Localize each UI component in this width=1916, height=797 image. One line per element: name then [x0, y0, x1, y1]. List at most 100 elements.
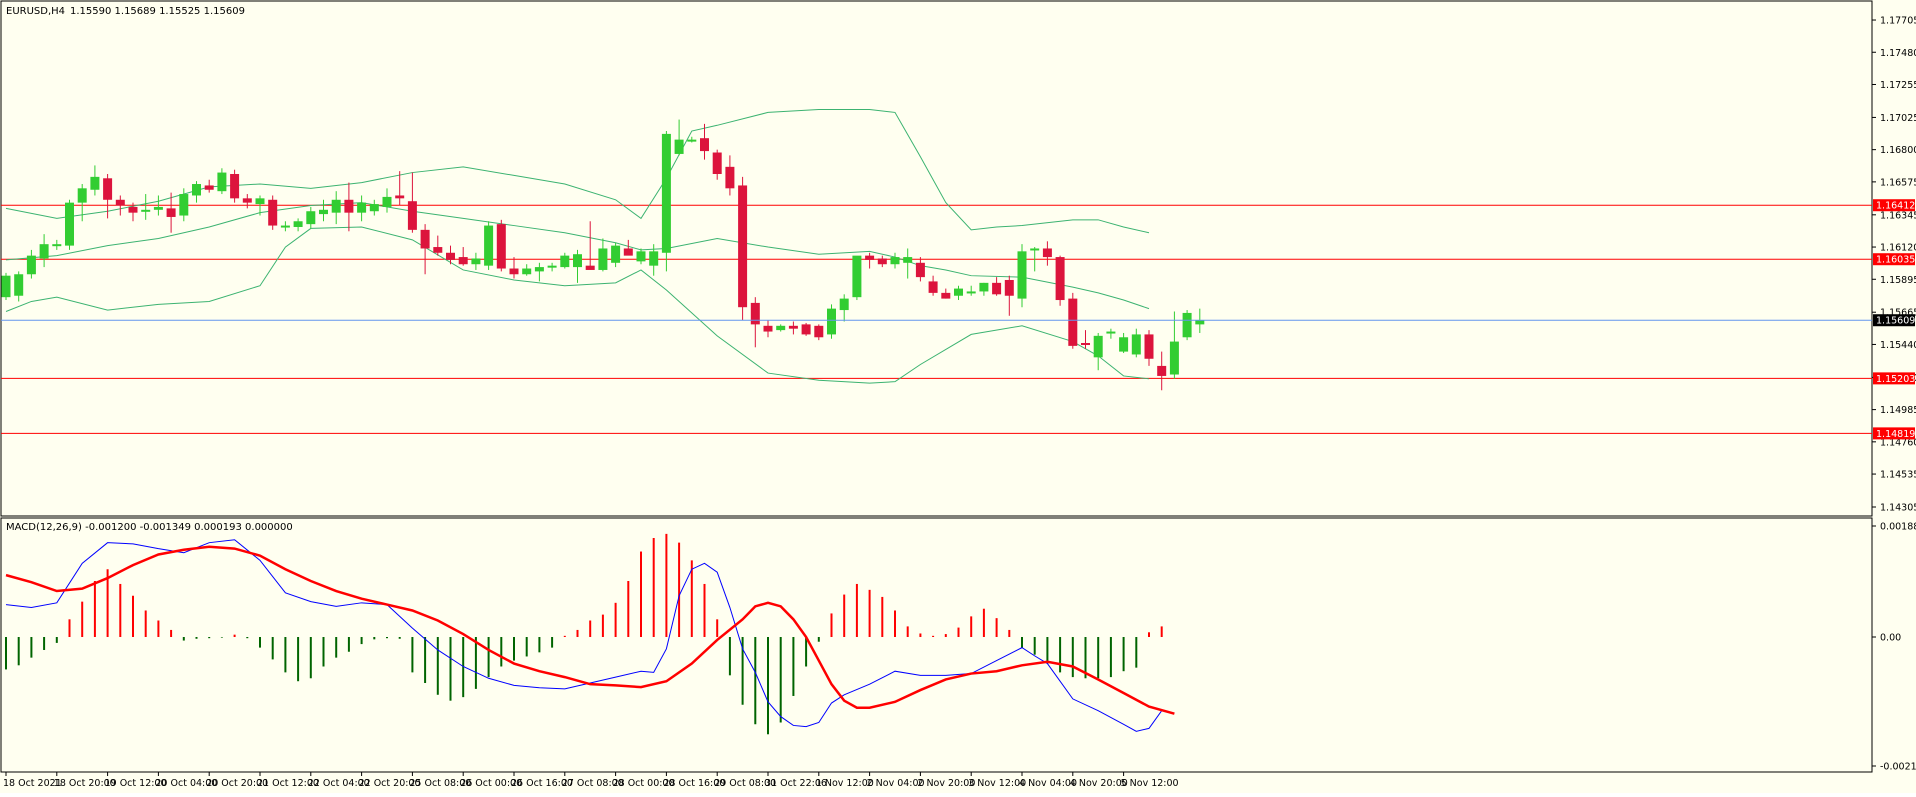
candle-body [877, 258, 887, 265]
time-tick-label: 22 Oct 04:00 [308, 778, 370, 789]
time-tick-label: 18 Oct 20:00 [54, 778, 116, 789]
time-tick-label: 4 Nov 04:00 [1019, 778, 1077, 789]
candle-body [496, 224, 506, 269]
candle-body [827, 308, 836, 335]
candle-body [395, 195, 405, 199]
candle-body [153, 206, 163, 210]
candle-body [954, 288, 963, 296]
time-tick-label: 5 Nov 12:00 [1121, 778, 1179, 789]
candle-body [65, 202, 74, 246]
time-tick-label: 22 Oct 20:00 [359, 778, 421, 789]
candle-body [547, 265, 557, 268]
price-tick-label: 1.17480 [1880, 48, 1916, 59]
time-tick-label: 25 Oct 08:00 [409, 778, 471, 789]
ohlc-label: 1.15590 1.15689 1.15525 1.15609 [70, 6, 245, 17]
candle-body [585, 265, 595, 270]
price-tick-label: 1.16345 [1880, 210, 1916, 221]
candle-body [1004, 279, 1014, 296]
candle-body [420, 229, 430, 249]
time-tick-label: 2 Nov 04:00 [867, 778, 925, 789]
candle-body [458, 257, 468, 265]
candle-body [471, 258, 481, 265]
candle-body [166, 208, 176, 217]
bid-label-bg [1873, 314, 1915, 327]
candle-body [1093, 335, 1103, 358]
candle-body [928, 281, 938, 293]
candle-body [598, 248, 608, 270]
time-tick-label: 26 Oct 00:00 [460, 778, 522, 789]
time-tick-label: 3 Nov 12:00 [968, 778, 1026, 789]
candle-body [103, 178, 113, 200]
macd-lines [5, 539, 1175, 732]
candle-body [77, 188, 87, 203]
candle-body [1131, 334, 1141, 355]
price-tick-label: 1.14535 [1880, 470, 1916, 481]
price-tick-label: 1.14760 [1880, 437, 1916, 448]
candle-body [636, 251, 646, 262]
macd-panel-frame [0, 517, 1873, 773]
candle-body [712, 152, 722, 174]
candle-body [319, 209, 328, 215]
candle-body [941, 292, 951, 299]
candle-body [179, 194, 189, 216]
bid-line-group: 1.15609 [1, 314, 1915, 327]
macd-tick-label: -0.002188 [1880, 762, 1916, 773]
candle-body [433, 247, 443, 253]
candle-body [763, 325, 773, 332]
candle-body [382, 196, 392, 207]
candle-body [306, 211, 316, 225]
candle-body [725, 166, 735, 189]
candle-body [1195, 320, 1205, 325]
candle-body [560, 255, 570, 268]
horizontal-line-label-bg [1873, 372, 1915, 385]
candle-body [1030, 248, 1040, 251]
candle-body [230, 173, 240, 199]
candle-body [217, 172, 227, 192]
candle-body [369, 204, 379, 212]
horizontal-line-label-bg [1873, 199, 1915, 212]
candle-body [700, 138, 709, 152]
price-tick-label: 1.17705 [1880, 16, 1916, 27]
time-tick-label: 21 Oct 12:00 [257, 778, 319, 789]
candlesticks [1, 119, 1205, 391]
time-tick-label: 28 Oct 00:00 [613, 778, 675, 789]
candle-body [649, 251, 659, 266]
candle-body [979, 282, 989, 292]
candle-body [52, 244, 62, 247]
candle-body [788, 325, 798, 329]
candle-body [268, 199, 278, 226]
price-tick-label: 1.16800 [1880, 145, 1916, 156]
candle-body [687, 139, 697, 142]
candle-body [738, 185, 748, 308]
candle-body [1068, 298, 1078, 346]
candle-body [814, 325, 824, 338]
candle-body [242, 198, 252, 203]
macd-axis: 0.001883 0.00 -0.002188 [1872, 522, 1916, 773]
candle-body [573, 254, 582, 268]
candle-body [992, 282, 1002, 295]
time-tick-label: 4 Nov 20:00 [1070, 778, 1128, 789]
candle-body [801, 324, 811, 335]
horizontal-line-label: 1.14819 [1876, 429, 1915, 440]
macd-main-line [5, 539, 1163, 732]
candle-body [839, 298, 849, 311]
candle-body [344, 199, 354, 213]
candle-body [293, 221, 303, 227]
candle-body [915, 262, 925, 278]
price-tick-label: 1.15440 [1880, 340, 1916, 351]
candle-body [661, 133, 671, 253]
price-tick-label: 1.17025 [1880, 113, 1916, 124]
macd-tick-label: 0.001883 [1880, 522, 1916, 533]
candle-body [534, 267, 544, 272]
candle-body [26, 255, 36, 275]
candle-body [509, 268, 519, 275]
candle-body [623, 248, 633, 256]
candle-body [90, 176, 100, 190]
candle-body [1169, 341, 1179, 375]
time-tick-label: 18 Oct 2021 [3, 778, 62, 789]
price-tick-label: 1.16120 [1880, 243, 1916, 254]
macd-histogram [5, 533, 1163, 735]
time-tick-label: 19 Oct 12:00 [105, 778, 167, 789]
